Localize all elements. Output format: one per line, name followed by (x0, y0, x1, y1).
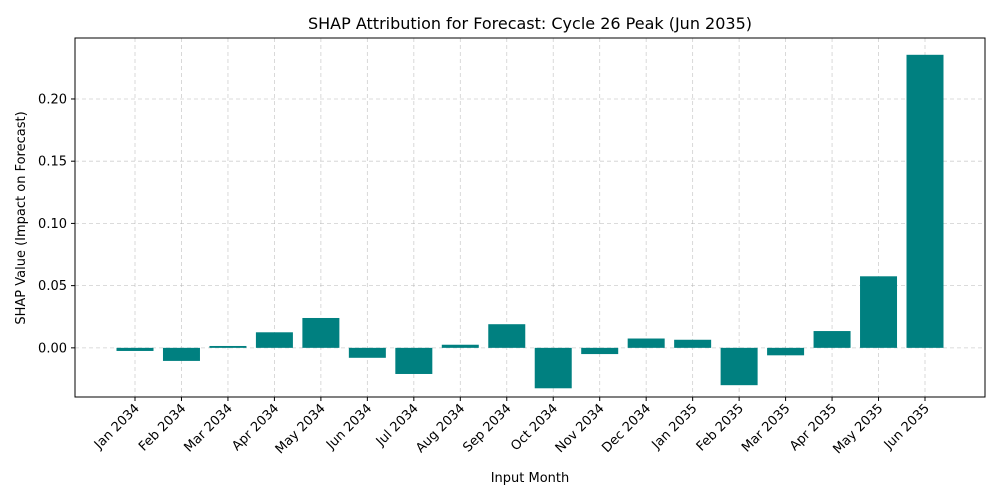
x-tick-label: Feb 2034 (136, 401, 189, 454)
bar-feb-2035 (720, 347, 758, 386)
bar-may-2034 (302, 317, 340, 348)
plot-frame (74, 37, 986, 398)
bar-apr-2035 (813, 331, 851, 348)
bar-sep-2034 (488, 324, 526, 348)
bar-apr-2034 (255, 332, 293, 348)
bar-feb-2034 (162, 347, 200, 361)
x-tick-label: Jan 2035 (649, 401, 701, 453)
y-axis-label: SHAP Value (Impact on Forecast) (14, 111, 29, 324)
x-tick-label: Sep 2034 (460, 401, 514, 455)
y-tick-label: 0.05 (38, 279, 67, 294)
y-tick-label: 0.00 (38, 341, 67, 356)
x-tick-label: Jul 2034 (373, 401, 422, 450)
x-tick-label: Jan 2034 (91, 401, 143, 453)
x-tick-label: May 2034 (273, 401, 329, 457)
y-tick-label: 0.10 (38, 217, 67, 232)
x-tick-label: Jun 2035 (881, 401, 933, 453)
x-tick-label: Aug 2034 (413, 401, 468, 456)
x-tick-label: Jun 2034 (323, 401, 375, 453)
bar-mar-2034 (209, 345, 247, 348)
bar-jan-2035 (674, 339, 712, 348)
x-tick-label: Feb 2035 (694, 401, 747, 454)
x-tick-label: Nov 2034 (553, 401, 608, 456)
bar-jun-2034 (348, 347, 386, 358)
x-tick-label: May 2035 (830, 401, 886, 457)
bar-oct-2034 (534, 347, 572, 389)
bar-aug-2034 (441, 344, 479, 348)
y-tick-label: 0.15 (38, 155, 67, 170)
chart-title: SHAP Attribution for Forecast: Cycle 26 … (308, 14, 752, 33)
x-tick-label: Mar 2035 (739, 401, 793, 455)
bar-mar-2035 (767, 347, 805, 356)
bar-may-2035 (860, 276, 898, 348)
bar-dec-2034 (627, 338, 665, 348)
bar-jul-2034 (395, 347, 433, 374)
bar-nov-2034 (581, 347, 619, 355)
bar-jun-2035 (906, 54, 944, 348)
y-tick-label: 0.20 (38, 92, 67, 107)
grid-layer (75, 38, 985, 397)
x-tick-label: Mar 2034 (181, 401, 235, 455)
x-axis-label: Input Month (491, 471, 570, 486)
bar-jan-2034 (116, 347, 154, 351)
bars-layer (116, 54, 944, 389)
x-tick-label: Dec 2034 (599, 401, 654, 456)
y-axis: 0.00 0.05 0.10 0.15 0.20 (38, 92, 75, 356)
